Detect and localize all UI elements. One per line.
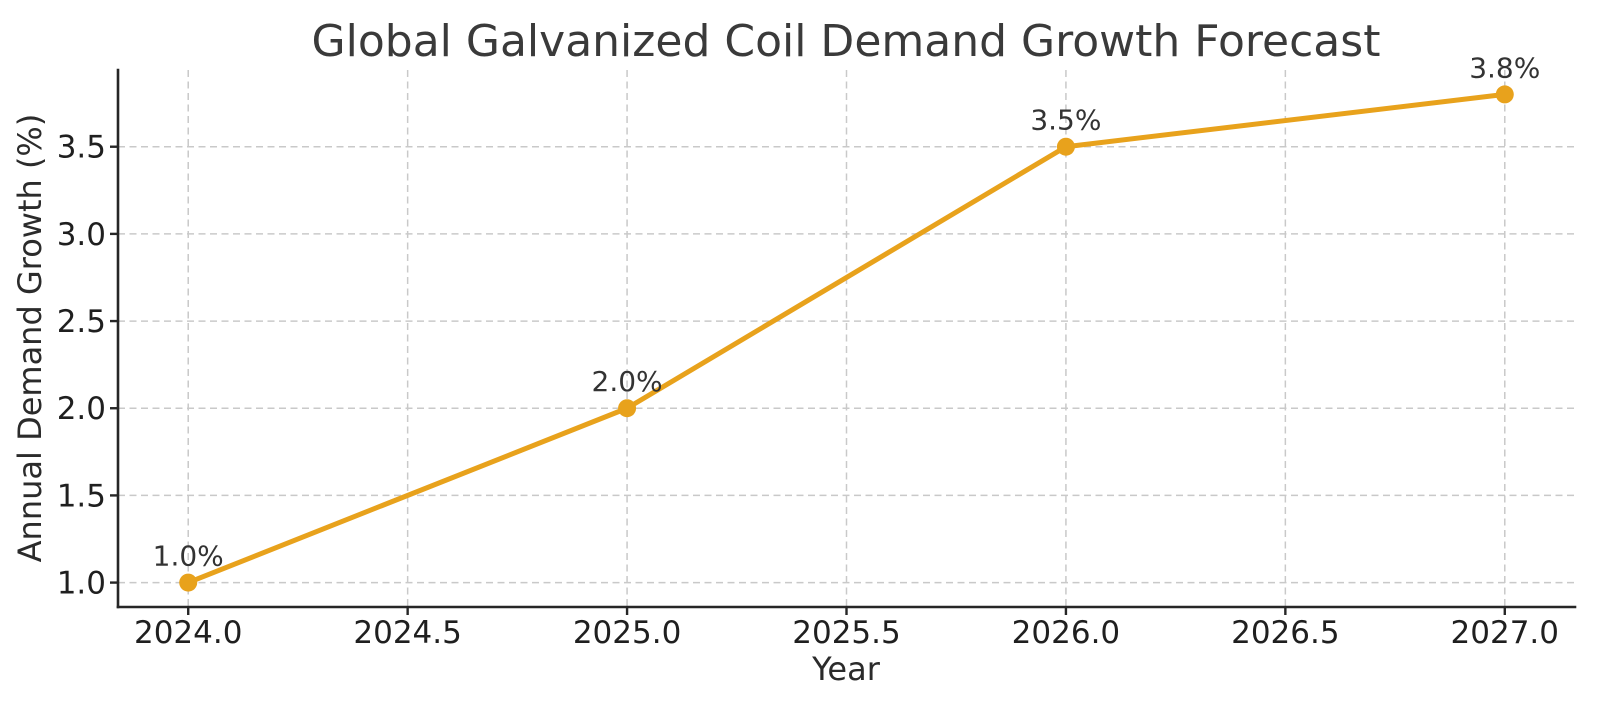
- point-annotations: 1.0% 2.0% 3.5% 3.8%: [153, 51, 1541, 572]
- data-point-label: 2.0%: [592, 365, 663, 398]
- axis-ticks: 2024.0 2024.5 2025.0 2025.5 2026.0 2026.5 2027…: [57, 130, 1559, 651]
- demand-growth-line: [185, 91, 1508, 586]
- x-tick-label: 2025.0: [573, 615, 681, 651]
- y-tick-label: 2.0: [57, 391, 106, 427]
- y-tick-label: 1.5: [57, 478, 106, 514]
- grid-layer: [118, 70, 1575, 607]
- data-series: [179, 85, 1514, 592]
- y-tick-label: 2.5: [57, 304, 106, 340]
- y-tick-label: 3.5: [57, 130, 106, 166]
- data-point-label: 3.5%: [1030, 104, 1101, 137]
- data-point-marker: [179, 573, 198, 592]
- y-tick-label: 1.0: [57, 566, 106, 602]
- data-point-marker: [1495, 85, 1514, 104]
- data-point-marker: [1056, 137, 1075, 156]
- data-point-marker: [618, 399, 637, 418]
- chart-title: Global Galvanized Coil Demand Growth For…: [312, 16, 1381, 67]
- data-point-label: 3.8%: [1469, 51, 1540, 84]
- x-tick-label: 2024.5: [353, 615, 461, 651]
- x-axis-label: Year: [811, 650, 881, 688]
- x-tick-label: 2024.0: [134, 615, 242, 651]
- x-tick-label: 2027.0: [1451, 615, 1559, 651]
- x-tick-label: 2026.0: [1012, 615, 1120, 651]
- x-tick-label: 2025.5: [792, 615, 900, 651]
- y-tick-label: 3.0: [57, 217, 106, 253]
- data-point-label: 1.0%: [153, 540, 224, 573]
- y-axis-label: Annual Demand Growth (%): [11, 114, 49, 563]
- x-tick-label: 2026.5: [1231, 615, 1339, 651]
